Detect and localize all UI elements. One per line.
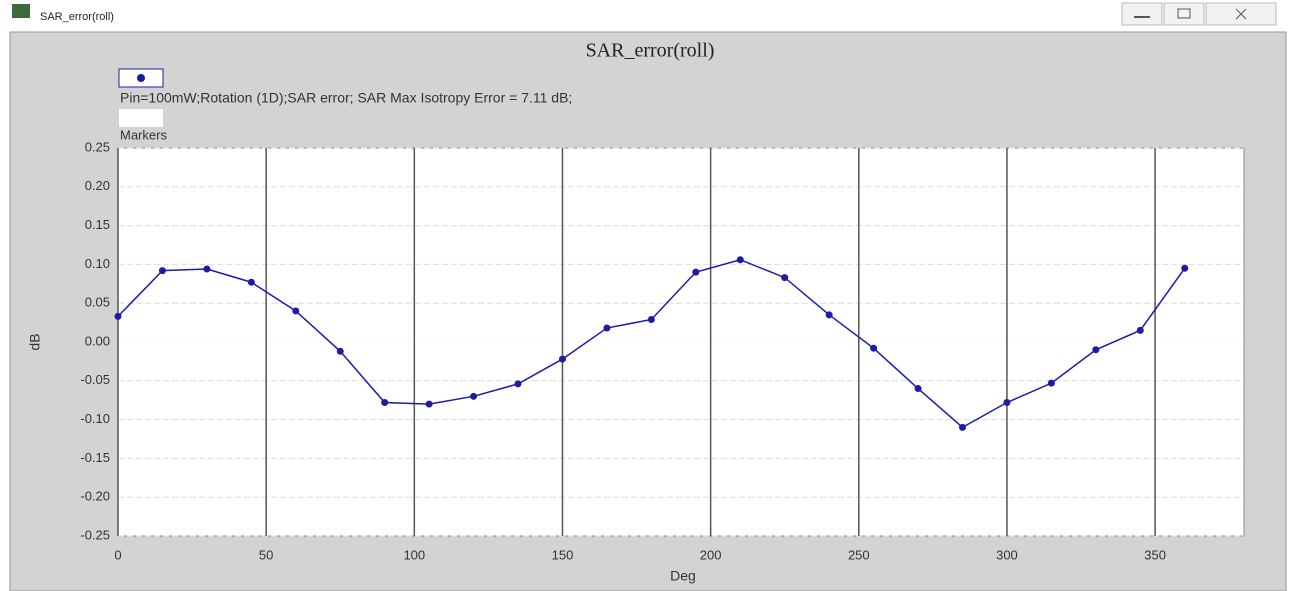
data-point xyxy=(114,312,122,320)
y-tick-label: -0.25 xyxy=(80,527,110,542)
data-point xyxy=(870,344,878,352)
window-controls[interactable] xyxy=(1121,2,1277,26)
data-point xyxy=(158,267,166,275)
y-tick-label: -0.10 xyxy=(80,411,110,426)
data-point xyxy=(692,268,700,276)
chart-title: SAR_error(roll) xyxy=(586,40,715,62)
y-tick-label: -0.15 xyxy=(80,450,110,465)
data-point xyxy=(558,355,566,363)
maximize-icon xyxy=(1177,8,1191,19)
y-tick-label: 0.00 xyxy=(85,333,110,348)
legend-label: Markers xyxy=(120,127,167,142)
legend-swatch-markers xyxy=(119,109,163,127)
y-tick-label: 0.15 xyxy=(85,217,110,232)
data-point xyxy=(1092,346,1100,354)
y-tick-label: -0.05 xyxy=(80,372,110,387)
y-tick-label: 0.25 xyxy=(85,139,110,154)
app-icon xyxy=(12,4,30,18)
y-tick-label: -0.20 xyxy=(80,489,110,504)
minimize-button[interactable] xyxy=(1121,2,1163,26)
data-point xyxy=(1136,326,1144,334)
data-point xyxy=(1047,379,1055,387)
x-axis-label: Deg xyxy=(670,568,696,584)
legend-label: Pin=100mW;Rotation (1D);SAR error; SAR M… xyxy=(120,90,572,106)
data-point xyxy=(603,324,611,332)
data-point xyxy=(1003,399,1011,407)
data-point xyxy=(736,256,744,264)
data-point xyxy=(781,274,789,282)
data-point xyxy=(203,265,211,273)
x-tick-label: 200 xyxy=(700,547,722,562)
x-tick-label: 0 xyxy=(114,547,121,562)
data-point xyxy=(959,423,966,431)
data-point xyxy=(336,347,344,355)
data-point xyxy=(425,400,433,408)
data-point xyxy=(514,380,522,388)
x-tick-label: 100 xyxy=(403,547,425,562)
data-point xyxy=(381,399,389,407)
data-point xyxy=(1181,264,1189,272)
close-icon xyxy=(1235,8,1247,20)
x-tick-label: 300 xyxy=(996,547,1018,562)
legend-marker xyxy=(137,74,145,82)
x-tick-label: 150 xyxy=(552,547,574,562)
x-tick-label: 350 xyxy=(1144,547,1166,562)
window-title: SAR_error(roll) xyxy=(40,11,114,23)
data-point xyxy=(470,392,478,400)
data-point xyxy=(825,311,833,319)
y-tick-label: 0.05 xyxy=(85,295,110,310)
maximize-button[interactable] xyxy=(1163,2,1205,26)
data-point xyxy=(914,385,922,393)
data-point xyxy=(247,278,255,286)
x-tick-label: 50 xyxy=(259,547,273,562)
data-point xyxy=(292,307,300,315)
y-tick-label: 0.10 xyxy=(85,256,110,271)
y-axis-label: dB xyxy=(27,333,43,350)
data-point xyxy=(647,315,655,323)
x-tick-label: 250 xyxy=(848,547,870,562)
y-tick-label: 0.20 xyxy=(85,178,110,193)
